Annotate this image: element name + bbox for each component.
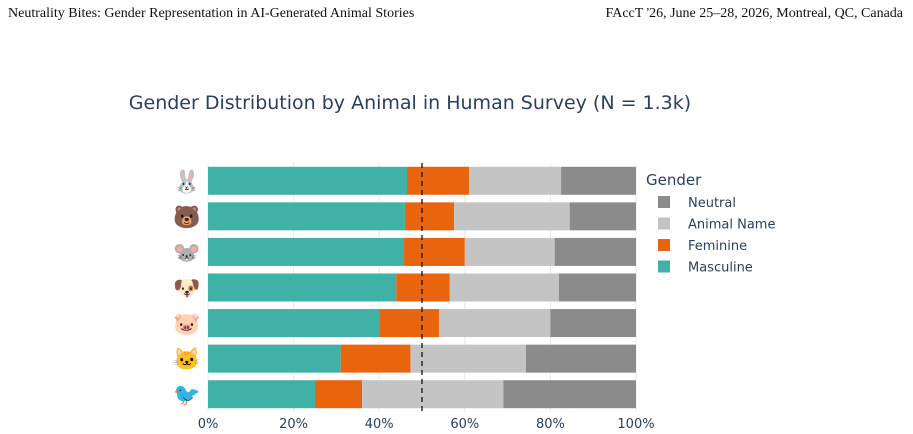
bar-feminine-rabbit [407,166,470,195]
legend-swatch-animal-name [658,217,670,230]
bar-neutral-bear [569,202,636,231]
legend-title: Gender [646,171,702,189]
bar-masculine-bear [208,202,405,231]
bar-feminine-mouse [404,237,465,266]
mouse-icon: 🐭 [173,240,200,265]
bar-masculine-rabbit [208,166,408,195]
cat-icon: 🐱 [173,347,200,372]
bar-masculine-cat [208,344,341,373]
bear-icon: 🐻 [173,203,200,229]
legend-swatch-masculine [658,260,670,273]
bar-animal-name-mouse [464,237,555,266]
running-header-title: Neutrality Bites: Gender Representation … [8,6,415,21]
x-tick-label: 40% [365,417,394,432]
bar-neutral-pig [550,309,636,338]
bar-animal-name-bird [362,380,504,409]
legend-label-feminine: Feminine [688,239,747,254]
legend-label-masculine: Masculine [688,261,753,276]
bar-neutral-cat [526,344,636,373]
bar-neutral-mouse [554,237,636,266]
running-header: Neutrality Bites: Gender Representation … [8,6,903,26]
x-tick-label: 80% [536,417,565,432]
x-tick-label: 100% [617,417,654,432]
bar-feminine-pig [379,309,440,338]
x-axis-ticks: 0% 20% 40% 60% 80% 100% [198,417,655,432]
dog-icon: 🐶 [173,276,200,301]
chart-title: Gender Distribution by Animal in Human S… [129,92,691,114]
bars [208,166,636,409]
rabbit-icon: 🐰 [173,169,200,194]
bar-feminine-bird [315,380,363,409]
legend-label-neutral: Neutral [688,196,736,211]
pig-icon: 🐷 [173,311,200,336]
bar-feminine-bear [404,202,455,231]
bar-masculine-bird [208,380,315,409]
bar-masculine-dog [208,273,397,302]
bar-animal-name-rabbit [469,166,562,195]
bar-masculine-pig [208,309,380,338]
x-tick-label: 20% [279,417,308,432]
bird-icon: 🐦 [173,382,200,407]
running-header-venue: FAccT '26, June 25–28, 2026, Montreal, Q… [605,6,903,21]
legend-swatch-neutral [658,196,670,208]
bar-animal-name-dog [449,273,559,302]
legend-label-animal-name: Animal Name [688,218,775,233]
bar-neutral-rabbit [561,166,636,195]
bar-neutral-bird [503,380,636,409]
x-tick-label: 0% [198,417,219,432]
bar-masculine-mouse [208,237,405,266]
legend: Gender Neutral Animal Name Feminine Masculin… [646,171,775,276]
bar-animal-name-cat [410,344,527,373]
bar-feminine-dog [396,273,450,302]
x-tick-label: 60% [450,417,479,432]
legend-swatch-feminine [658,239,670,251]
bar-animal-name-bear [454,202,570,231]
bar-neutral-dog [558,273,636,302]
bar-feminine-cat [340,344,411,373]
bar-animal-name-pig [439,309,551,338]
category-icons: 🐰 🐻 🐭 🐶 🐷 🐱 🐦 [173,169,200,407]
